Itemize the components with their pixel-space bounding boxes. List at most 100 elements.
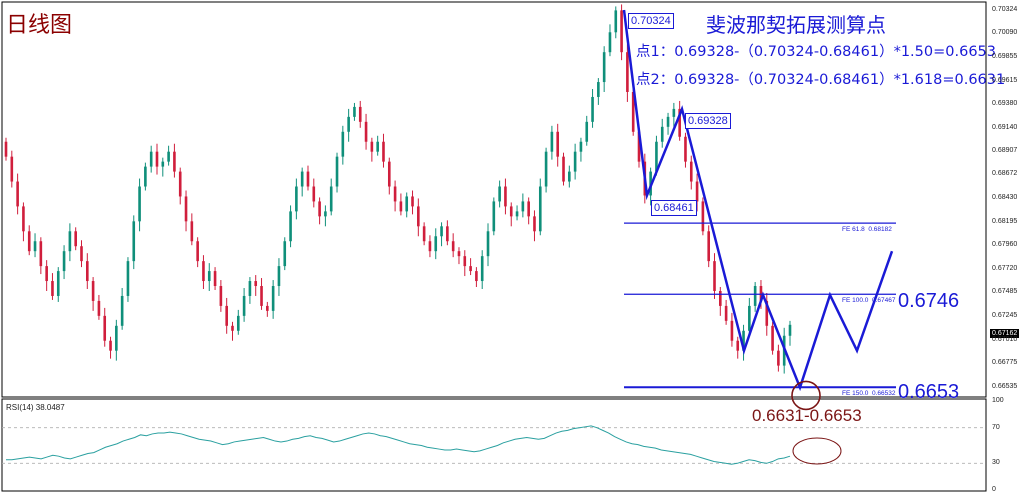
rsi-target-ellipse <box>792 437 842 465</box>
y-tick-label: 0.67720 <box>992 265 1018 273</box>
candle-body <box>550 131 554 152</box>
y-tick-label: 0.68672 <box>992 170 1018 178</box>
y-tick-label: 0.67245 <box>992 312 1018 320</box>
y-tick-label: 0.68430 <box>992 194 1018 202</box>
candle-body <box>730 320 734 341</box>
candle-body <box>202 261 205 282</box>
candle-body <box>428 241 432 252</box>
candle-body <box>45 266 48 282</box>
candle-body <box>132 221 136 262</box>
candle-body <box>167 151 170 162</box>
rsi-label: RSI(14) 38.0487 <box>6 403 65 412</box>
candle-body <box>463 256 467 267</box>
rsi-y-tick-label: 30 <box>992 459 1000 467</box>
candle-body <box>16 181 19 207</box>
candle-body <box>364 121 368 142</box>
candle-body <box>39 241 43 267</box>
candle-body <box>207 271 211 282</box>
y-tick-label: 0.66775 <box>992 359 1018 367</box>
candle-body <box>672 108 676 117</box>
candle-body <box>626 52 629 92</box>
candle-body <box>544 151 548 187</box>
candle-body <box>533 216 536 232</box>
fib-formula-2: 点2：0.69328-（0.70324-0.68461）*1.618=0.663… <box>636 72 1006 88</box>
candle-body <box>149 151 153 167</box>
candle-body <box>666 116 670 127</box>
candle-body <box>173 151 176 172</box>
candle-body <box>701 201 705 232</box>
y-tick-label: 0.68907 <box>992 146 1018 154</box>
candle-body <box>707 231 711 262</box>
candle-body <box>608 32 612 53</box>
candle-body <box>771 325 774 351</box>
candle-body <box>184 196 188 222</box>
candle-body <box>480 256 484 282</box>
candle-body <box>498 186 501 202</box>
candle-body <box>33 241 37 252</box>
candle-body <box>620 10 623 53</box>
candle-body <box>318 201 321 217</box>
y-tick-label: 0.67485 <box>992 288 1018 296</box>
candle-body <box>312 186 316 202</box>
chart-title: 日线图 <box>6 12 73 37</box>
candle-body <box>347 116 350 132</box>
candle-body <box>422 226 426 242</box>
candle-body <box>376 141 379 152</box>
candle-body <box>399 201 403 212</box>
chart-frame <box>1 1 987 492</box>
fe-100-label: FE 100.0 0.67467 <box>842 297 896 304</box>
candle-body <box>74 231 77 247</box>
candle-body <box>91 281 95 301</box>
candle-body <box>62 251 66 272</box>
candle-body <box>295 186 298 212</box>
swing-high-label: 0.70324 <box>628 13 674 29</box>
candle-body <box>300 171 304 187</box>
candle-body <box>190 221 194 242</box>
candle-body <box>289 211 292 242</box>
candle-body <box>405 196 409 212</box>
rsi-frame <box>1 398 987 492</box>
candle-body <box>736 340 740 351</box>
candle-body <box>788 324 792 336</box>
y-tick-label: 0.67010 <box>992 335 1018 343</box>
target-range-label: 0.6631-0.6653 <box>752 406 862 425</box>
candle-body <box>591 96 594 122</box>
candle-body <box>486 231 490 257</box>
rsi-y-tick-label: 70 <box>992 423 1000 431</box>
candle-body <box>451 241 455 252</box>
candle-body <box>266 305 269 311</box>
candle-body <box>411 196 414 207</box>
candle-body <box>556 131 560 157</box>
candle-body <box>68 231 72 252</box>
candle-body <box>353 106 356 117</box>
candle-body <box>306 171 310 187</box>
swing-low-label: 0.68461 <box>651 200 697 216</box>
swing-retrace-label: 0.69328 <box>685 113 731 129</box>
candle-body <box>469 266 472 272</box>
candle-body <box>660 126 664 142</box>
candle-body <box>126 261 130 296</box>
candle-body <box>475 271 478 282</box>
candle-body <box>335 156 339 187</box>
candle-body <box>382 141 385 162</box>
candle-body <box>417 206 420 227</box>
candlestick-series <box>4 4 792 374</box>
candle-body <box>387 161 391 187</box>
candle-body <box>573 151 577 172</box>
candle-body <box>602 52 606 83</box>
fib-heading: 斐波那契拓展测算点 <box>706 13 886 37</box>
candle-body <box>260 286 263 306</box>
candle-body <box>196 241 199 262</box>
level-label-1: 0.6746 <box>898 290 960 312</box>
price-frame <box>1 1 987 398</box>
swing-zigzag <box>622 9 894 411</box>
candle-body <box>631 91 635 132</box>
candle-body <box>434 236 438 252</box>
candle-body <box>724 305 728 321</box>
candle-body <box>504 186 507 207</box>
y-tick-label: 0.69140 <box>992 123 1018 131</box>
candle-body <box>248 281 252 296</box>
candle-body <box>138 186 141 222</box>
candle-body <box>155 151 159 167</box>
candle-body <box>51 281 54 296</box>
